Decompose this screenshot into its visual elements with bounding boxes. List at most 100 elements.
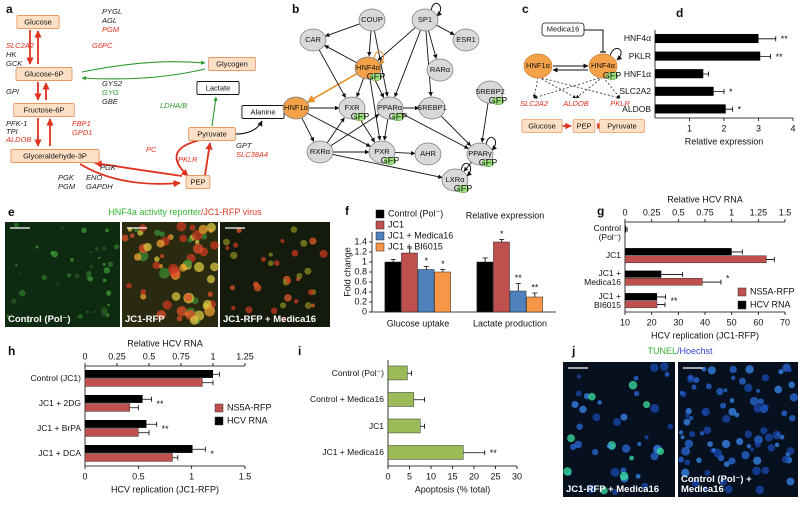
metabolite-label: Glyceraldehyde-3P: [23, 151, 87, 160]
error-bar: [138, 430, 150, 436]
error-bar: [731, 249, 743, 255]
significance: *: [726, 274, 730, 284]
cell: [723, 388, 728, 393]
cell: [656, 447, 665, 456]
cell: [592, 449, 599, 456]
x2-tick-label: 0.5: [672, 207, 685, 217]
cell: [644, 435, 649, 440]
tf-node: [426, 58, 454, 82]
cell: [786, 477, 795, 486]
enzyme-label: PGM: [58, 182, 76, 191]
legend-swatch: [375, 209, 385, 219]
legend-label: NS5A-RFP: [227, 402, 272, 412]
x-axis-label: Relative expression: [685, 136, 764, 146]
metabolite-box: [185, 175, 211, 189]
cell: [703, 426, 712, 435]
error-bar: [626, 226, 628, 232]
cell: [778, 368, 784, 375]
bar: [625, 248, 732, 256]
cell: [567, 434, 575, 443]
cell: [231, 306, 236, 311]
cell: [140, 288, 147, 295]
target-link: [532, 76, 539, 99]
metabolite-box: [196, 81, 240, 95]
reaction-arrow: [204, 142, 213, 176]
cell: [89, 264, 93, 269]
significance: **: [776, 52, 784, 62]
cell: [752, 466, 761, 476]
enzyme-label: LDHA/B: [160, 101, 187, 110]
error-bar: [703, 71, 709, 77]
cell: [50, 251, 55, 255]
cell: [67, 273, 72, 278]
metabolite-label: PEP: [576, 121, 591, 130]
legend-swatch: [214, 416, 224, 426]
enzyme-label: PC: [146, 145, 157, 154]
gfp-badge: [391, 112, 405, 122]
legend-label: Control (Pol⁻): [388, 208, 443, 218]
category-label: Control (Pol⁻): [331, 367, 384, 378]
cell: [41, 275, 47, 281]
cell: [569, 443, 577, 451]
cell: [310, 303, 316, 308]
enzyme-label: GPT: [236, 141, 253, 150]
cell: [268, 252, 273, 257]
y-tick-label: 1.2: [354, 246, 367, 256]
bar: [625, 225, 627, 233]
regulation-arrow: [377, 26, 417, 61]
regulation-arrow: [394, 30, 421, 98]
category-label: ALDOB: [622, 103, 651, 114]
cell: [633, 390, 640, 397]
x-axis-label: HCV replication (JC1-RFP): [651, 330, 759, 340]
cell: [761, 403, 769, 412]
x-tick-label: 2: [721, 123, 726, 133]
enzyme-label: FBP1: [72, 119, 91, 128]
cell: [290, 226, 298, 233]
panel-letter: b: [292, 2, 299, 16]
cell: [588, 392, 596, 401]
cell: [721, 439, 731, 448]
cell: [756, 388, 761, 393]
cell: [159, 231, 166, 237]
category-label: JC1 + BrPA: [36, 423, 81, 433]
x2-tick-label: 0.25: [108, 351, 126, 361]
cell: [134, 228, 139, 233]
cell: [300, 239, 308, 247]
x-tick-label: 3: [756, 123, 761, 133]
x2-tick-label: 0.25: [643, 207, 661, 217]
cell: [167, 234, 172, 240]
bar: [387, 445, 464, 460]
tf-label: SREBP1: [417, 103, 447, 112]
error-bar: [482, 257, 488, 262]
x-tick-label: 50: [727, 317, 737, 327]
error-bar: [760, 53, 771, 59]
enzyme-label: GYS2: [102, 79, 123, 88]
y-tick-label: 1.4: [354, 236, 367, 246]
x-tick-label: 4: [790, 123, 795, 133]
cell: [754, 441, 761, 448]
cell: [78, 314, 83, 319]
tf-node: [414, 142, 442, 166]
panel-letter: j: [571, 344, 575, 358]
micrograph: [5, 222, 120, 327]
category-label-box: HNF1α: [624, 69, 651, 78]
cell: [664, 371, 670, 377]
error-bar: [758, 36, 777, 42]
micrograph-label-box: JC1-RFP + Medica16: [566, 485, 659, 495]
cell: [788, 414, 796, 422]
legend-swatch: [375, 220, 385, 230]
cell: [764, 433, 773, 442]
enzyme-label: ENO: [86, 173, 102, 182]
x-tick-label: 70: [780, 317, 790, 327]
cell: [236, 227, 242, 233]
gfp-badge: [481, 158, 495, 168]
panel-letter: d: [676, 6, 683, 20]
cell: [105, 228, 109, 233]
regulation-arrow: [440, 115, 471, 147]
significance: *: [441, 259, 445, 269]
cell: [728, 407, 737, 416]
category-label-box: PKLR: [629, 51, 651, 60]
cell: [699, 431, 705, 436]
metabolite-box: [521, 119, 563, 133]
significance: **: [781, 34, 789, 44]
